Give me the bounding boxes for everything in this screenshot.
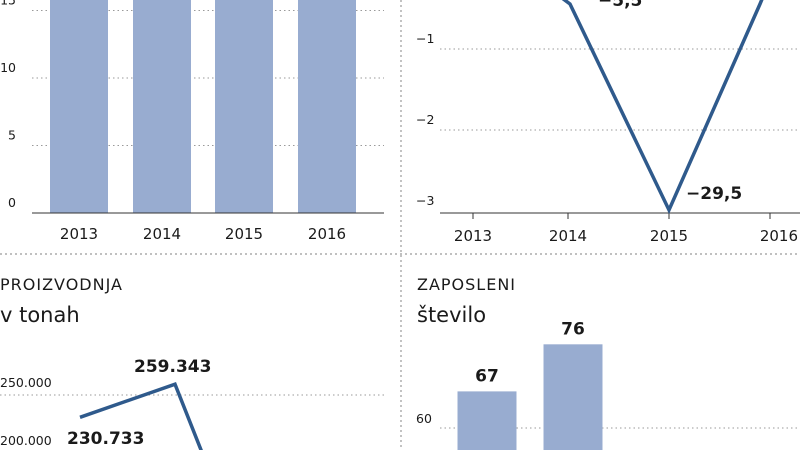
p2-x-label: 2013 xyxy=(454,227,492,245)
p2-x-label: 2016 xyxy=(760,227,798,245)
p2-series-line xyxy=(561,0,764,215)
p2-y-tick-label: −1 xyxy=(416,31,434,46)
zaposleni-subtitle: število xyxy=(417,303,486,327)
p2-x-label: 2015 xyxy=(650,227,688,245)
p2-y-tick-label: −2 xyxy=(416,112,434,127)
p4-bars xyxy=(457,344,603,450)
p1-y-ticks: 0 5 10 15 xyxy=(0,0,16,210)
p3-gridlines xyxy=(0,394,384,396)
p1-x-label: 2016 xyxy=(308,225,346,243)
p2-y-tick-label: −3 xyxy=(416,193,434,208)
proizvodnja-title: PROIZVODNJA xyxy=(0,275,123,294)
p2-y-ticks: −1 −2 −3 xyxy=(416,31,434,208)
p1-x-label: 2015 xyxy=(225,225,263,243)
p1-x-labels: 2013 2014 2015 2016 xyxy=(60,225,346,243)
p1-bar xyxy=(215,0,273,213)
p4-data-label: 76 xyxy=(561,319,585,339)
p1-x-label: 2013 xyxy=(60,225,98,243)
p1-y-tick-label: 5 xyxy=(8,128,16,143)
panel-bar-top-left: 0 5 10 15 2013 2014 2015 2016 xyxy=(0,0,384,243)
p2-data-labels: −5,5 −29,5 xyxy=(598,0,742,204)
p3-data-label: 259.343 xyxy=(134,357,211,377)
p4-bar xyxy=(457,391,517,450)
p1-bar xyxy=(50,0,108,213)
p4-y-tick-label: 60 xyxy=(416,411,432,426)
p1-y-tick-label: 10 xyxy=(0,60,16,75)
p1-bar xyxy=(298,0,356,213)
proizvodnja-subtitle: v tonah xyxy=(0,303,80,327)
p2-x-labels: 2013 2014 2015 2016 xyxy=(454,227,798,245)
p4-y-ticks: 60 xyxy=(416,411,432,426)
p4-data-label: 67 xyxy=(475,366,499,386)
panel-zaposleni: ZAPOSLENI število 60 67 76 xyxy=(416,275,800,450)
p3-data-labels: 230.733 259.343 xyxy=(67,357,211,449)
p4-bar xyxy=(543,344,603,450)
p2-data-label: −5,5 xyxy=(598,0,642,11)
p1-bars xyxy=(50,0,356,213)
p2-gridlines xyxy=(440,48,800,131)
p2-x-tickmarks xyxy=(472,213,771,219)
p2-data-label: −29,5 xyxy=(686,184,742,204)
zaposleni-title: ZAPOSLENI xyxy=(417,275,516,294)
p2-x-label: 2014 xyxy=(549,227,587,245)
p3-y-ticks: 200.000 250.000 xyxy=(0,375,52,448)
panel-line-top-right: −1 −2 −3 −5,5 −29,5 2013 2014 2015 2016 xyxy=(416,0,800,245)
p1-y-tick-label: 0 xyxy=(8,195,16,210)
p1-x-label: 2014 xyxy=(143,225,181,243)
p4-data-labels: 67 76 xyxy=(475,319,585,386)
p3-y-tick-label: 250.000 xyxy=(0,375,52,390)
p3-data-label: 230.733 xyxy=(67,429,144,449)
p3-y-tick-label: 200.000 xyxy=(0,433,52,448)
p1-bar xyxy=(133,0,191,213)
panel-proizvodnja: PROIZVODNJA v tonah 200.000 250.000 230.7… xyxy=(0,275,384,450)
p1-y-tick-label: 15 xyxy=(0,0,16,8)
p3-series-line xyxy=(79,381,203,450)
